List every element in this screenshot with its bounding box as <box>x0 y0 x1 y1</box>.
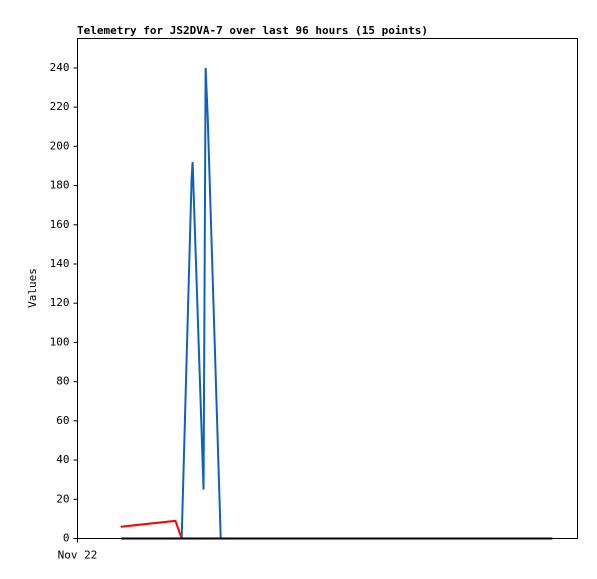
x-tick-label: Nov 22 <box>58 549 98 562</box>
y-tick-label: 240 <box>50 61 70 74</box>
y-tick-label: 80 <box>56 375 69 388</box>
y-tick-label: 180 <box>50 179 70 192</box>
y-tick-label: 0 <box>63 532 70 545</box>
y-tick-label: 200 <box>50 139 70 152</box>
y-tick-label: 100 <box>50 335 70 348</box>
y-tick-label: 40 <box>56 453 69 466</box>
y-tick-label: 120 <box>50 296 70 309</box>
series-line <box>120 519 183 539</box>
series-line <box>180 67 222 539</box>
plot-frame <box>77 38 578 539</box>
y-tick-label: 60 <box>56 414 69 427</box>
y-tick-label: 160 <box>50 218 70 231</box>
y-tick-label: 220 <box>50 100 70 113</box>
chart-title: Telemetry for JS2DVA-7 over last 96 hour… <box>77 24 428 37</box>
y-tick-label: 140 <box>50 257 70 270</box>
y-tick-label: 20 <box>56 492 69 505</box>
y-axis-label: Values <box>26 268 39 308</box>
